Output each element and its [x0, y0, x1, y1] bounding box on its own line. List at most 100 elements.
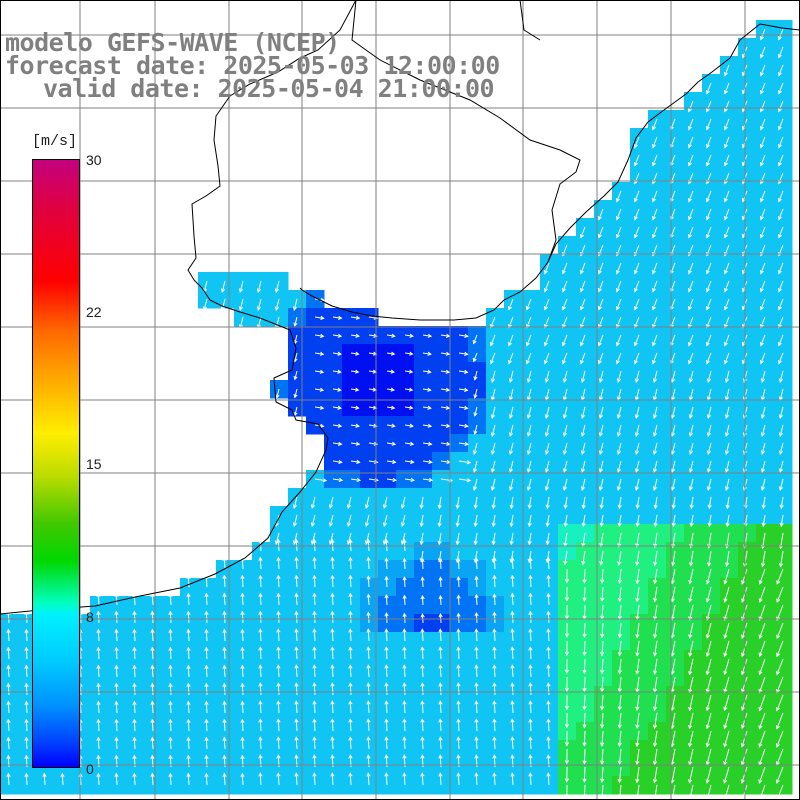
wind-arrow	[204, 664, 209, 678]
wind-arrow	[456, 594, 461, 606]
wind-arrow	[456, 612, 461, 624]
wind-arrow	[652, 784, 658, 800]
wind-speed-cell	[252, 740, 271, 759]
wind-arrow	[384, 612, 389, 624]
wind-arrow	[706, 460, 712, 473]
wind-arrow	[330, 646, 335, 660]
wind-arrow	[670, 478, 676, 491]
wind-arrow	[258, 664, 263, 678]
wind-arrow	[6, 664, 11, 678]
wind-arrow	[688, 622, 694, 639]
wind-arrow	[688, 658, 694, 676]
wind-arrow	[723, 640, 730, 658]
wind-arrow	[114, 772, 119, 786]
wind-arrow	[634, 442, 640, 455]
wind-speed-cell	[144, 704, 163, 723]
wind-speed-cell	[90, 632, 109, 651]
wind-speed-cell	[234, 686, 253, 705]
wind-speed-cell	[468, 668, 487, 687]
wind-speed-cell	[486, 740, 505, 759]
wind-arrow	[437, 532, 442, 546]
model-title: modelo GEFS-WAVE (NCEP)	[5, 28, 340, 57]
wind-speed-cell	[324, 704, 343, 723]
wind-speed-cell	[234, 578, 253, 597]
wind-arrow	[616, 442, 622, 455]
wind-speed-cell	[360, 722, 379, 741]
wind-arrow	[544, 406, 550, 419]
wind-arrow	[528, 772, 533, 786]
wind-arrow	[258, 772, 263, 786]
wind-arrow	[724, 478, 730, 491]
wind-arrow	[258, 682, 263, 696]
wind-arrow	[580, 460, 586, 473]
wind-arrow	[458, 423, 469, 428]
wind-arrow	[615, 208, 622, 221]
wind-arrow	[705, 694, 712, 712]
wind-arrow	[402, 612, 407, 624]
wind-arrow	[168, 682, 173, 696]
wind-arrow	[384, 682, 389, 696]
wind-arrow	[348, 628, 353, 642]
wind-arrow	[653, 586, 658, 603]
wind-speed-cell	[522, 776, 541, 795]
wind-arrow	[492, 772, 497, 786]
wind-arrow	[420, 700, 425, 714]
wind-speed-cell	[540, 686, 559, 705]
wind-speed-cell	[324, 596, 343, 615]
wind-arrow	[422, 441, 433, 446]
wind-arrow	[240, 574, 245, 588]
wind-arrow	[760, 424, 766, 437]
wind-speed-cell	[540, 560, 559, 579]
wind-speed-cell	[522, 758, 541, 777]
wind-arrow	[440, 387, 451, 392]
wind-speed-cell	[432, 668, 451, 687]
wind-arrow	[705, 208, 712, 221]
wind-speed-cell	[270, 704, 289, 723]
wind-arrow	[651, 316, 658, 329]
wind-arrow	[546, 574, 551, 588]
wind-arrow	[510, 682, 515, 696]
wind-speed-cell	[162, 632, 181, 651]
wind-arrow	[204, 772, 209, 786]
wind-speed-cell	[378, 758, 397, 777]
wind-arrow	[422, 333, 433, 338]
wind-speed-cell	[486, 704, 505, 723]
wind-arrow	[777, 208, 784, 221]
wind-speed-cell	[18, 776, 37, 795]
wind-speed-cell	[270, 758, 289, 777]
wind-arrow	[332, 351, 342, 356]
wind-arrow	[350, 369, 360, 374]
wind-arrow	[330, 610, 335, 624]
wind-speed-cell	[378, 704, 397, 723]
wind-arrow	[687, 262, 694, 275]
wind-arrow	[186, 610, 191, 624]
wind-arrow	[688, 712, 694, 730]
wind-arrow	[438, 594, 443, 606]
wind-speed-cell	[144, 740, 163, 759]
wind-arrow	[204, 718, 209, 732]
wind-arrow	[597, 226, 604, 239]
wind-arrow	[671, 514, 676, 528]
wind-speed-cell	[288, 596, 307, 615]
wind-speed-cell	[324, 776, 343, 795]
wind-arrow	[526, 442, 532, 455]
wind-speed-cell	[0, 614, 19, 633]
wind-arrow	[222, 664, 227, 678]
wind-arrow	[312, 700, 317, 714]
wind-arrow	[314, 478, 328, 483]
wind-arrow	[598, 478, 604, 491]
wind-arrow	[597, 298, 604, 311]
wind-arrow	[635, 784, 640, 800]
wind-arrow	[402, 736, 407, 750]
wind-arrow	[238, 280, 244, 293]
wind-speed-cell	[414, 614, 433, 633]
wind-speed-cell	[324, 560, 343, 579]
wind-arrow	[526, 478, 532, 491]
wind-arrow	[507, 298, 514, 311]
wind-arrow	[276, 772, 281, 786]
wind-arrow	[525, 352, 532, 365]
wind-speed-cell	[450, 614, 469, 633]
wind-arrow	[366, 736, 371, 750]
wind-arrow	[384, 664, 389, 678]
wind-speed-cell	[486, 560, 505, 579]
